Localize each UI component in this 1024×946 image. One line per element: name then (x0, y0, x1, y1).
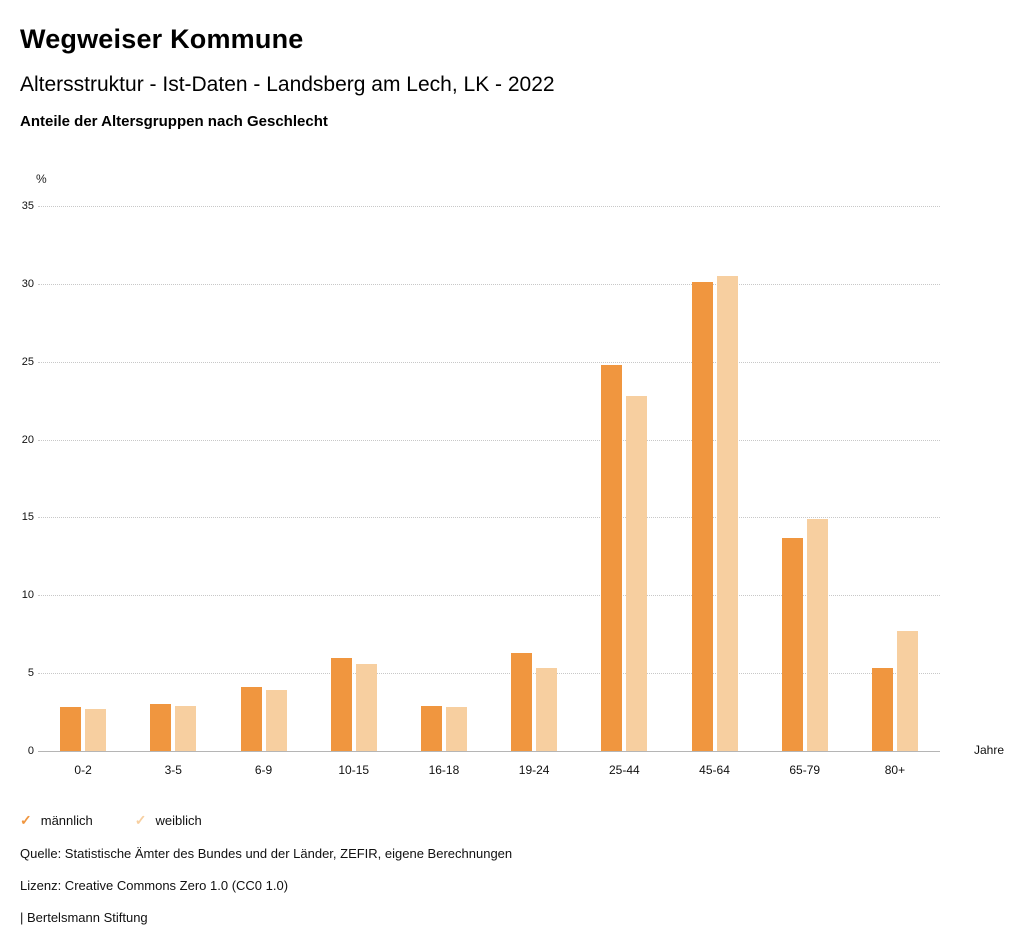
check-icon: ✓ (20, 812, 32, 828)
y-tick-label: 25 (21, 355, 34, 368)
bar-group (850, 631, 940, 751)
y-tick-label: 0 (27, 745, 34, 757)
legend-item-weiblich[interactable]: ✓ weiblich (135, 812, 202, 829)
attribution-text: | Bertelsmann Stiftung (20, 910, 148, 925)
bar-chart: % 0 5 10 15 20 25 30 35 0-2 3-5 6-9 10-15 16-18 19-2… (20, 170, 1004, 802)
bar-group (38, 707, 128, 751)
bar-maennlich[interactable] (691, 282, 713, 751)
x-axis-label: 6-9 (254, 763, 273, 777)
gridline (38, 595, 940, 597)
gridline (38, 517, 940, 519)
y-tick-label: 30 (21, 277, 34, 290)
source-text: Quelle: Statistische Ämter des Bundes un… (20, 846, 513, 861)
bar-maennlich[interactable] (781, 537, 803, 751)
legend-label: weiblich (155, 813, 202, 828)
bar-group (399, 705, 489, 751)
bar-maennlich[interactable] (511, 652, 533, 751)
legend-label: männlich (40, 813, 93, 828)
legend-item-maennlich[interactable]: ✓ männlich (20, 812, 93, 829)
x-axis-label: 19-24 (518, 763, 550, 777)
page-subtitle: Altersstruktur - Ist-Daten - Landsberg a… (20, 73, 555, 96)
bar-group (489, 652, 579, 751)
x-axis: 0-2 3-5 6-9 10-15 16-18 19-24 25-44 45-64 65-79 8… (38, 763, 940, 777)
bar-group (218, 687, 308, 751)
x-axis-label: 65-79 (789, 763, 821, 777)
y-tick-label: 5 (27, 667, 34, 680)
x-axis-label: 16-18 (428, 763, 460, 777)
bar-maennlich[interactable] (420, 705, 442, 751)
x-axis-label: 80+ (884, 763, 906, 777)
x-axis-label: 45-64 (699, 763, 730, 777)
bar-weiblich[interactable] (265, 690, 287, 751)
bar-weiblich[interactable] (716, 276, 738, 751)
gridline (38, 439, 940, 441)
plot-area (38, 206, 940, 752)
y-axis-unit-label: % (36, 172, 47, 186)
bar-weiblich[interactable] (806, 519, 828, 751)
bar-maennlich[interactable] (60, 707, 82, 751)
y-axis: 0 5 10 15 20 25 30 35 (20, 200, 34, 757)
bar-maennlich[interactable] (601, 364, 623, 751)
header: Wegweiser Kommune Altersstruktur - Ist-D… (0, 0, 1024, 130)
gridline (38, 751, 940, 752)
page-title: Wegweiser Kommune (20, 24, 304, 54)
bar-weiblich[interactable] (85, 708, 107, 751)
bar-weiblich[interactable] (896, 631, 918, 751)
y-tick-label: 35 (21, 200, 34, 212)
bar-group (309, 657, 399, 751)
legend: ✓ männlich ✓ weiblich (20, 812, 1024, 829)
bar-maennlich[interactable] (150, 704, 172, 751)
bar-group (760, 519, 850, 751)
bar-group (579, 364, 669, 751)
bar-weiblich[interactable] (536, 668, 558, 751)
y-tick-label: 20 (21, 433, 34, 446)
license-text: Lizenz: Creative Commons Zero 1.0 (CC0 1… (20, 878, 289, 893)
bar-weiblich[interactable] (445, 707, 467, 751)
bar-weiblich[interactable] (355, 663, 377, 751)
footer: Quelle: Statistische Ämter des Bundes un… (20, 846, 1004, 925)
bar-group (128, 704, 218, 751)
gridline (38, 283, 940, 285)
x-axis-unit-label: Jahre (973, 743, 1004, 757)
y-tick-label: 15 (21, 511, 34, 524)
chart-heading: Anteile der Altersgruppen nach Geschlech… (20, 113, 328, 130)
gridline (38, 673, 940, 675)
check-icon: ✓ (134, 812, 147, 828)
bar-weiblich[interactable] (175, 705, 197, 751)
bar-weiblich[interactable] (626, 395, 648, 751)
y-tick-label: 10 (21, 589, 34, 602)
gridline (38, 206, 940, 207)
x-axis-label: 3-5 (164, 763, 182, 777)
gridline (38, 361, 940, 363)
bar-maennlich[interactable] (871, 668, 893, 751)
bar-maennlich[interactable] (240, 687, 262, 751)
bar-maennlich[interactable] (330, 657, 352, 751)
x-axis-label: 25-44 (608, 763, 640, 777)
x-axis-label: 0-2 (74, 763, 92, 777)
bar-group (669, 276, 759, 751)
bar-groups (38, 206, 940, 751)
x-axis-label: 10-15 (338, 763, 370, 777)
